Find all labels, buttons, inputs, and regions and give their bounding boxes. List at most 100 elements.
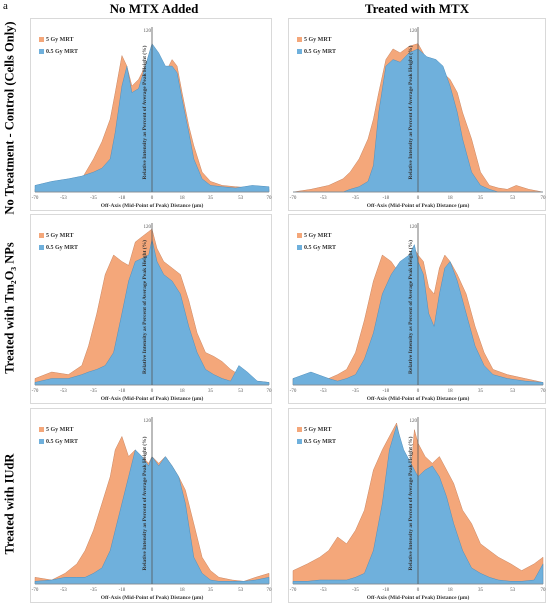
y-tick-label: 120	[410, 29, 418, 34]
chart-panel: 120 -70 -53 -35 -18 0 18 35 53 70 Off-Axis (Mid-Po…	[288, 214, 546, 404]
x-axis-title: Off-Axis (Mid-Point of Peak) Distance (µ…	[101, 395, 204, 402]
column-header-no-mtx: No MTX Added	[109, 1, 199, 16]
x-tick-label: -70	[32, 389, 39, 394]
y-tick-label: 120	[410, 419, 418, 424]
chart-panel: 120 -70 -53 -35 -18 0 18 35 53 70 Off-Axis (Mid-Po…	[30, 18, 272, 211]
x-tick-label: 70	[267, 588, 273, 593]
legend-swatch-5gy	[39, 427, 44, 432]
x-tick-label: 18	[448, 389, 454, 394]
legend-swatch-05gy	[297, 49, 302, 54]
y-tick-label: 120	[144, 419, 152, 424]
x-tick-label: 18	[180, 196, 186, 201]
legend-label-5gy: 5 Gy MRT	[304, 37, 331, 43]
x-tick-label: 0	[417, 389, 420, 394]
x-tick-label: 35	[478, 389, 484, 394]
x-tick-label: -53	[320, 389, 327, 394]
x-tick-label: 18	[448, 196, 454, 201]
chart-svg: 120 -70 -53 -35 -18 0 18 35 53 70 Off-Axis (Mid-Po…	[290, 417, 547, 601]
x-tick-label: -53	[60, 389, 67, 394]
row-header-iudr: Treated with IUdR	[2, 453, 17, 555]
legend-swatch-5gy	[39, 233, 44, 238]
x-tick-label: -53	[60, 196, 67, 201]
x-tick-label: 35	[478, 196, 484, 201]
chart-svg: 120 -70 -53 -35 -18 0 18 35 53 70 Off-Axis (Mid-Po…	[32, 27, 273, 209]
x-tick-label: -18	[119, 588, 126, 593]
legend-swatch-05gy	[39, 439, 44, 444]
x-tick-label: 53	[510, 588, 515, 593]
y-axis-title: Relative Intensity as Percent of Average…	[407, 436, 414, 570]
x-tick-label: 35	[208, 389, 214, 394]
x-tick-label: -18	[383, 196, 390, 201]
legend-swatch-05gy	[39, 49, 44, 54]
legend-label-05gy: 0.5 Gy MRT	[304, 49, 336, 55]
x-tick-label: 0	[417, 588, 420, 593]
row-header-tm2o3: Treated with Tm₂O₃ NPs	[2, 242, 17, 374]
x-tick-label: 70	[541, 588, 547, 593]
x-tick-label: 18	[180, 588, 186, 593]
chart-panel: 120 -70 -53 -35 -18 0 18 35 53 70 Off-Axis (Mid-Po…	[288, 18, 546, 211]
legend-swatch-05gy	[39, 245, 44, 250]
x-tick-label: -53	[60, 588, 67, 593]
x-tick-label: 70	[267, 196, 273, 201]
chart-svg: 120 -70 -53 -35 -18 0 18 35 53 70 Off-Axis (Mid-Po…	[290, 27, 546, 209]
x-tick-label: 18	[448, 588, 454, 593]
legend-swatch-5gy	[297, 233, 302, 238]
chart-panel: 120 -70 -53 -35 -18 0 18 35 53 70 Off-Axis (Mid-Po…	[30, 214, 272, 404]
y-axis-title: Relative Intensity as Percent of Average…	[141, 240, 148, 374]
y-tick-label: 120	[410, 225, 418, 230]
figure-panel-label: a	[3, 0, 8, 12]
x-tick-label: -35	[90, 196, 97, 201]
x-axis-title: Off-Axis (Mid-Point of Peak) Distance (µ…	[367, 395, 470, 402]
x-axis-title: Off-Axis (Mid-Point of Peak) Distance (µ…	[101, 594, 204, 601]
x-axis-title: Off-Axis (Mid-Point of Peak) Distance (µ…	[101, 202, 204, 209]
chart-svg: 120 -70 -53 -35 -18 0 18 35 53 70 Off-Axis (Mid-Po…	[290, 223, 547, 402]
x-tick-label: -70	[290, 588, 297, 593]
x-tick-label: 18	[180, 389, 186, 394]
legend-label-05gy: 0.5 Gy MRT	[46, 439, 78, 445]
x-tick-label: -18	[383, 389, 390, 394]
x-tick-label: -53	[320, 196, 327, 201]
x-tick-label: 70	[267, 389, 273, 394]
legend-label-05gy: 0.5 Gy MRT	[46, 49, 78, 55]
chart-panel: 120 -70 -53 -35 -18 0 18 35 53 70 Off-Axis (Mid-Po…	[30, 408, 272, 603]
y-axis-title: Relative Intensity as Percent of Average…	[141, 436, 148, 570]
x-tick-label: -35	[352, 588, 359, 593]
legend-label-05gy: 0.5 Gy MRT	[304, 245, 336, 251]
row-header-control: No Treatment - Control (Cells Only)	[2, 21, 17, 215]
legend-label-5gy: 5 Gy MRT	[304, 233, 331, 239]
y-tick-label: 120	[144, 225, 152, 230]
y-axis-title: Relative Intensity as Percent of Average…	[141, 45, 148, 179]
x-tick-label: 53	[238, 389, 244, 394]
chart-panel: 120 -70 -53 -35 -18 0 18 35 53 70 Off-Axis (Mid-Po…	[288, 408, 546, 603]
x-tick-label: 35	[208, 196, 214, 201]
x-tick-label: -35	[90, 588, 97, 593]
x-tick-label: 53	[510, 196, 515, 201]
x-axis-title: Off-Axis (Mid-Point of Peak) Distance (µ…	[367, 202, 470, 209]
x-tick-label: 70	[541, 389, 547, 394]
x-axis-title: Off-Axis (Mid-Point of Peak) Distance (µ…	[367, 594, 470, 601]
legend-swatch-5gy	[297, 427, 302, 432]
x-tick-label: 35	[208, 588, 214, 593]
y-axis-title: Relative Intensity as Percent of Average…	[407, 45, 414, 179]
chart-svg: 120 -70 -53 -35 -18 0 18 35 53 70 Off-Axis (Mid-Po…	[32, 223, 273, 402]
x-tick-label: 53	[238, 588, 244, 593]
legend-label-05gy: 0.5 Gy MRT	[46, 245, 78, 251]
x-tick-label: 0	[417, 196, 420, 201]
legend-swatch-05gy	[297, 245, 302, 250]
legend-label-5gy: 5 Gy MRT	[46, 37, 73, 43]
legend-swatch-5gy	[39, 37, 44, 42]
x-tick-label: -18	[119, 196, 126, 201]
x-tick-label: 0	[151, 196, 154, 201]
y-axis-title: Relative Intensity as Percent of Average…	[407, 240, 414, 374]
x-tick-label: -70	[290, 389, 297, 394]
x-tick-label: -70	[290, 196, 297, 201]
chart-svg: 120 -70 -53 -35 -18 0 18 35 53 70 Off-Axis (Mid-Po…	[32, 417, 273, 601]
column-header-with-mtx: Treated with MTX	[364, 1, 470, 16]
x-tick-label: -18	[119, 389, 126, 394]
x-tick-label: -35	[352, 389, 359, 394]
x-tick-label: -35	[90, 389, 97, 394]
x-tick-label: -70	[32, 196, 39, 201]
x-tick-label: 0	[151, 389, 154, 394]
legend-label-5gy: 5 Gy MRT	[46, 233, 73, 239]
x-tick-label: -35	[352, 196, 359, 201]
